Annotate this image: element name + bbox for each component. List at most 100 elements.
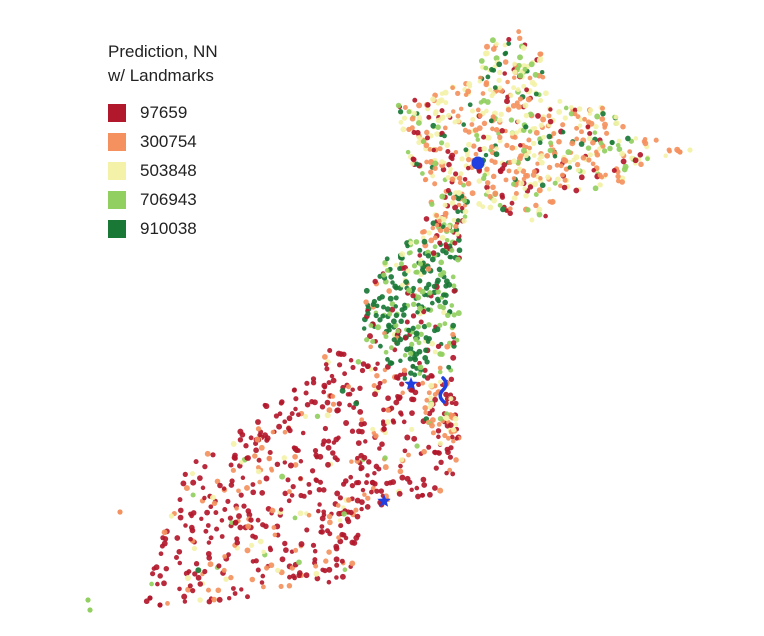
prediction-point (443, 250, 449, 256)
prediction-point (439, 234, 446, 241)
prediction-point (485, 180, 491, 186)
prediction-point (339, 387, 346, 394)
prediction-point (562, 157, 569, 164)
prediction-point (355, 440, 362, 446)
prediction-point (433, 109, 439, 115)
prediction-point (402, 335, 409, 341)
prediction-point (578, 141, 585, 147)
prediction-point (303, 572, 310, 579)
prediction-point (225, 498, 231, 504)
prediction-point (455, 113, 461, 119)
prediction-point (263, 475, 270, 482)
prediction-point (286, 498, 292, 504)
prediction-point (312, 557, 318, 563)
prediction-point (435, 289, 441, 295)
prediction-point (270, 429, 276, 435)
prediction-point (245, 508, 252, 514)
prediction-point (556, 108, 563, 115)
prediction-point (483, 50, 490, 57)
prediction-point (327, 347, 333, 354)
prediction-point (229, 478, 235, 484)
prediction-point (509, 145, 516, 151)
prediction-point (446, 364, 452, 370)
prediction-point (490, 126, 495, 132)
prediction-point (286, 489, 292, 495)
prediction-point (443, 391, 449, 398)
prediction-point (518, 143, 523, 148)
prediction-point (374, 303, 380, 309)
prediction-point (419, 267, 426, 273)
prediction-point (173, 554, 180, 561)
prediction-point (375, 361, 380, 366)
prediction-point (604, 130, 610, 136)
prediction-point (453, 400, 459, 407)
prediction-point (591, 168, 596, 173)
prediction-point (182, 599, 188, 604)
prediction-point (543, 213, 548, 219)
prediction-point (590, 161, 596, 167)
legend-label: 910038 (140, 218, 197, 238)
prediction-point (585, 145, 592, 151)
prediction-point (348, 509, 354, 516)
prediction-point (399, 307, 405, 313)
prediction-point (552, 180, 558, 186)
prediction-point (517, 166, 522, 172)
prediction-point (327, 531, 333, 537)
prediction-point (492, 190, 499, 197)
prediction-point (609, 139, 615, 146)
prediction-point (456, 190, 462, 196)
prediction-point (398, 119, 404, 125)
prediction-point (577, 123, 583, 128)
prediction-point (216, 596, 223, 603)
prediction-point (390, 479, 397, 486)
prediction-point (279, 556, 286, 563)
prediction-point (221, 567, 227, 573)
prediction-point (306, 512, 312, 518)
prediction-point (527, 111, 534, 118)
prediction-point (449, 400, 455, 406)
prediction-point (435, 277, 441, 284)
prediction-point (506, 168, 512, 174)
prediction-point (395, 393, 400, 399)
prediction-point (444, 237, 450, 243)
prediction-point (613, 114, 619, 120)
prediction-point (438, 97, 445, 104)
prediction-point (633, 136, 639, 141)
prediction-point (377, 446, 382, 451)
prediction-point (596, 146, 602, 152)
prediction-point (258, 444, 265, 451)
prediction-point (343, 420, 350, 426)
prediction-point (372, 391, 378, 398)
prediction-point (161, 540, 168, 547)
prediction-point (607, 145, 613, 152)
prediction-point (407, 350, 414, 357)
prediction-point (442, 133, 447, 139)
prediction-point (477, 113, 483, 119)
prediction-point (420, 380, 426, 386)
prediction-point (255, 517, 261, 523)
prediction-point (417, 253, 423, 258)
prediction-point (232, 519, 239, 526)
prediction-point (367, 333, 373, 340)
prediction-point (354, 480, 360, 486)
prediction-point (373, 463, 380, 470)
prediction-point (373, 312, 379, 319)
prediction-point (395, 328, 401, 334)
prediction-point (417, 247, 423, 253)
prediction-point (445, 449, 451, 456)
prediction-point (435, 117, 442, 124)
prediction-point (500, 206, 506, 213)
prediction-point (507, 210, 513, 217)
prediction-point (278, 507, 284, 512)
prediction-point (292, 462, 299, 468)
prediction-point (438, 459, 444, 465)
prediction-point (249, 542, 255, 548)
prediction-point (466, 81, 473, 88)
prediction-point (369, 489, 374, 495)
prediction-point (505, 106, 512, 113)
prediction-point (502, 42, 508, 48)
prediction-point (239, 460, 244, 465)
prediction-point (371, 430, 377, 436)
prediction-point (473, 151, 479, 157)
prediction-point (387, 360, 394, 367)
